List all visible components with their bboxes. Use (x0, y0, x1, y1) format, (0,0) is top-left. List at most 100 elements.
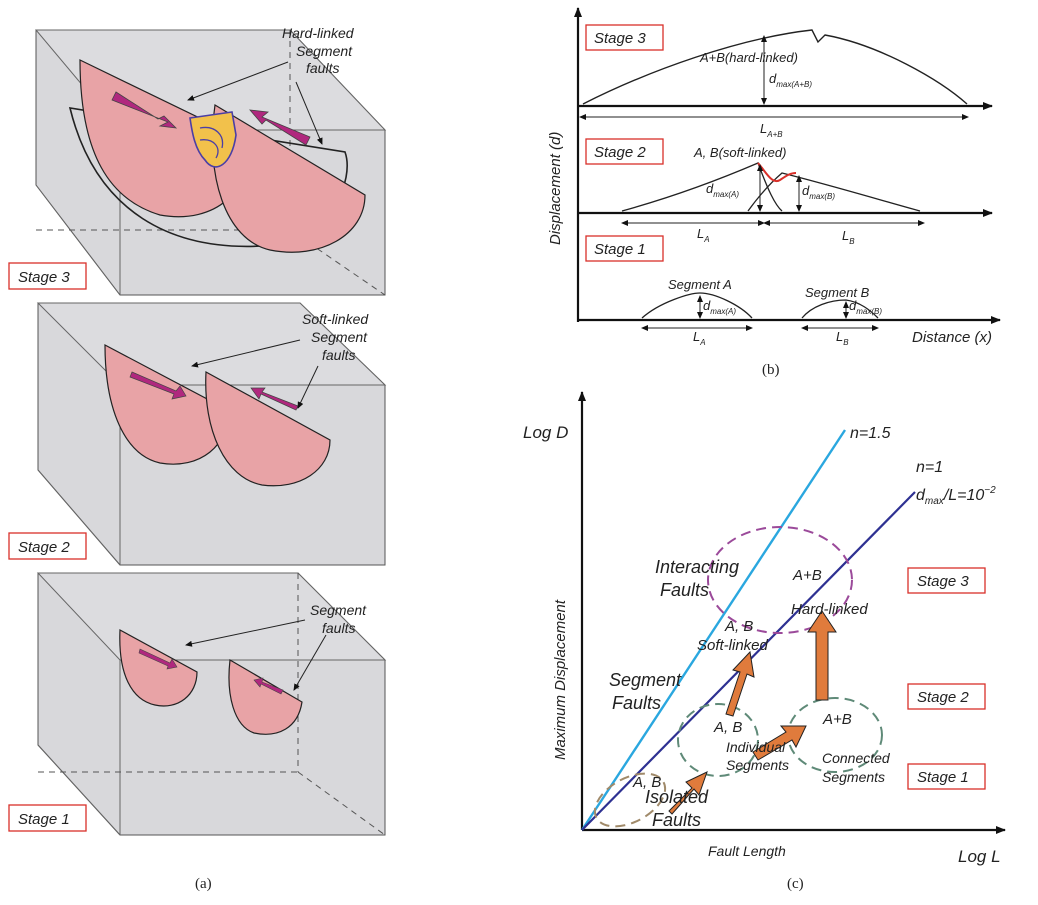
panel-b: Displacement (d) Stage 3 A+B(hard-linked… (547, 7, 1001, 378)
profile-stage2-link (757, 162, 797, 183)
length-subscript: B (849, 237, 855, 246)
ellipse-individual-segments (677, 703, 759, 777)
ratio-body: /L=10 (943, 487, 985, 504)
ab-isolated: A, B (632, 774, 661, 791)
block-stage2: Soft-linked Segment faults Stage 2 (8, 302, 387, 566)
fault-stage2-b (205, 371, 331, 487)
orange-arrow-icon (807, 610, 837, 701)
length-symbol: L (760, 121, 767, 136)
panel-a: Hard-linked Segment faults Stage 3 Soft-… (8, 25, 387, 892)
b-stage2-dmax-b: dmax(B) (802, 183, 835, 201)
individual-line2: Segments (726, 757, 789, 773)
length-symbol: L (836, 329, 843, 344)
dmax-subscript: max(B) (809, 192, 835, 201)
stage3-label: Stage 3 (18, 269, 70, 286)
isolated-line1: Isolated (645, 787, 709, 807)
line1-label: n=1.5 (850, 425, 891, 442)
stage-box (8, 804, 87, 832)
b-stage1-dmax-b: dmax(B) (849, 298, 882, 316)
b-stage2-title: A, B(soft-linked) (693, 145, 786, 160)
connected-line1: Connected (822, 750, 891, 766)
b-stage3-label: Stage 3 (594, 30, 646, 47)
ab-individual: A, B (713, 719, 742, 736)
length-symbol: L (842, 228, 849, 243)
dmax-subscript: max(A+B) (776, 80, 812, 89)
block-stage1: Segment faults Stage 1 (8, 572, 387, 836)
line2-label: n=1 (916, 459, 943, 476)
c-x-axis-label: Fault Length (708, 843, 786, 859)
length-subscript: A (699, 338, 705, 347)
ellipse-isolated (593, 772, 667, 828)
length-symbol: L (697, 226, 704, 241)
c-y-top-label: Log D (523, 423, 568, 442)
ratio-label: dmax/L=10−2 (916, 485, 996, 507)
soft-linked-label: Soft-linked (697, 637, 769, 654)
stage-box (8, 262, 87, 290)
b-stage1-lb: LB (836, 329, 849, 347)
b-stage2-lb: LB (842, 228, 855, 246)
ratio-symbol: d (916, 487, 926, 504)
dmax-subscript: max(A) (713, 190, 739, 199)
c-y-axis-label: Maximum Displacement (552, 599, 569, 760)
orange-arrow-icon (668, 771, 708, 815)
isolated-line2: Faults (652, 810, 701, 830)
orange-arrow-icon (752, 725, 807, 761)
segment-faults-line2: Faults (612, 693, 661, 713)
individual-line1: Individual (726, 739, 786, 755)
dmax-symbol: d (703, 298, 711, 313)
profile-stage2-a (621, 162, 783, 212)
dmax-symbol: d (706, 181, 714, 196)
annotation-stage3-line2: Segment (296, 43, 353, 59)
length-subscript: B (843, 338, 849, 347)
slip-arrow-icon (249, 109, 311, 146)
dmax-symbol: d (769, 71, 777, 86)
annotation-stage2-line2: Segment (311, 329, 368, 345)
ab-soft: A, B (724, 618, 753, 635)
fault-stage1-a (119, 629, 198, 707)
annotation-stage1-line2: faults (322, 620, 355, 636)
c-stage1-label: Stage 1 (917, 769, 969, 786)
stage-box (585, 24, 664, 51)
dmax-symbol: d (849, 298, 857, 313)
annotation-stage1-line1: Segment (310, 602, 367, 618)
stage2-label: Stage 2 (18, 539, 70, 556)
b-stage3-dmax: dmax(A+B) (769, 71, 812, 89)
length-subscript: A (703, 235, 709, 244)
annotation-stage2-line3: faults (322, 347, 355, 363)
stage-box (8, 532, 87, 560)
b-stage1-label: Stage 1 (594, 241, 646, 258)
c-stage3-label: Stage 3 (917, 573, 969, 590)
c-x-right-label: Log L (958, 847, 1001, 866)
b-x-axis-label: Distance (x) (912, 329, 992, 346)
scaling-line-n1.5 (580, 429, 847, 831)
stage-box (585, 138, 664, 165)
profile-stage1-b (801, 299, 879, 319)
segment-faults-line1: Segment (609, 670, 682, 690)
hard-linked-label: Hard-linked (791, 601, 868, 618)
length-symbol: L (693, 329, 700, 344)
b-y-axis-label: Displacement (d) (547, 132, 564, 245)
b-stage2-dmax-a: dmax(A) (706, 181, 739, 199)
interacting-line2: Faults (660, 580, 709, 600)
b-stage3-length: LA+B (760, 121, 783, 139)
slip-arrow-icon (111, 91, 178, 129)
fault-stage1-b (228, 659, 303, 735)
b-stage1-dmax-a: dmax(A) (703, 298, 736, 316)
aplusb-hard: A+B (792, 567, 822, 584)
ellipse-hard-linked (707, 526, 853, 634)
stage-box (907, 567, 986, 594)
annotation-stage3-line3: faults (306, 60, 339, 76)
ratio-exponent: −2 (984, 485, 996, 496)
b-stage1-la: LA (693, 329, 706, 347)
profile-stage1-a (641, 292, 753, 319)
dmax-subscript: max(B) (856, 307, 882, 316)
b-segment-b: Segment B (805, 285, 870, 300)
stage-box (585, 235, 664, 262)
b-stage2-la: LA (697, 226, 710, 244)
aplusb-connected: A+B (822, 711, 852, 728)
stage-box (907, 683, 986, 710)
annotation-stage3-line1: Hard-linked (282, 25, 355, 41)
caption-a: (a) (195, 876, 212, 892)
block-stage3: Hard-linked Segment faults Stage 3 (8, 25, 387, 296)
